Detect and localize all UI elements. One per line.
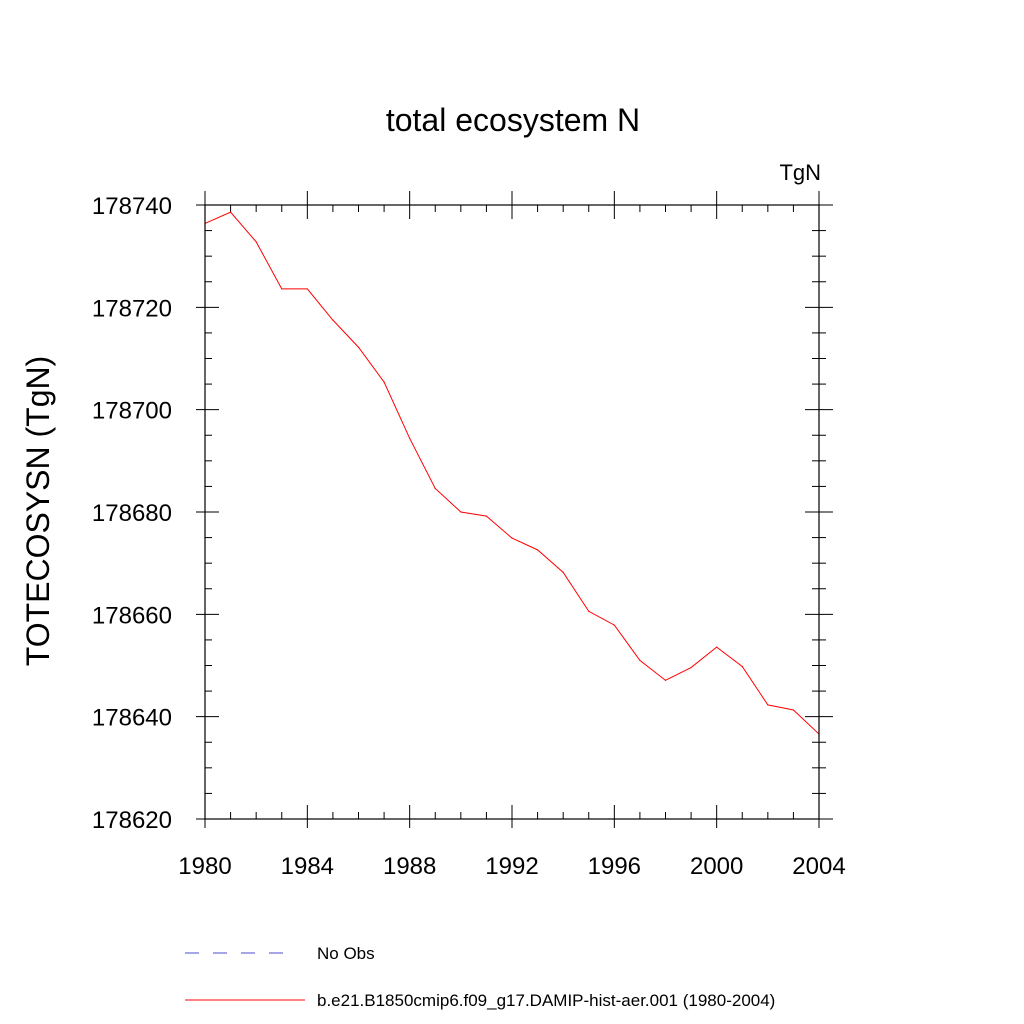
data-point [255, 241, 257, 243]
data-point [409, 437, 411, 439]
legend-label-series: b.e21.B1850cmip6.f09_g17.DAMIP-hist-aer.… [317, 991, 775, 1010]
data-point [664, 679, 667, 681]
legend-label-no-obs: No Obs [317, 944, 375, 963]
data-point [613, 624, 615, 626]
x-tick-label: 2004 [792, 853, 845, 880]
data-point [383, 381, 385, 383]
legend: No Obs b.e21.B1850cmip6.f09_g17.DAMIP-hi… [185, 944, 775, 1010]
data-point [639, 659, 641, 661]
x-tick-label: 1996 [588, 853, 641, 880]
axis-ticks: 1980 1984 1988 1992 1996 2000 2004 178620 178640… [92, 191, 846, 880]
y-axis-title: TOTECOSYSN (TgN) [20, 356, 56, 667]
data-point [332, 319, 334, 321]
x-tick-label: 1992 [485, 853, 538, 880]
y-tick-label: 178740 [92, 193, 172, 220]
data-point [281, 288, 283, 290]
x-tick-label: 1984 [281, 853, 334, 880]
data-point [792, 709, 795, 711]
data-point [690, 666, 692, 669]
x-tick-label: 2000 [690, 853, 743, 880]
data-point [741, 665, 743, 668]
data-point [229, 211, 232, 213]
data-point [767, 704, 769, 706]
y-tick-label: 178660 [92, 602, 172, 629]
data-point [562, 571, 564, 573]
data-point [460, 511, 462, 513]
data-point [588, 610, 590, 612]
y-tick-label: 178640 [92, 705, 172, 732]
y-tick-label: 178720 [92, 295, 172, 322]
data-point [434, 487, 436, 490]
data-point [485, 515, 488, 517]
series-layer [204, 211, 820, 735]
y-tick-label: 178700 [92, 398, 172, 425]
data-point [306, 288, 308, 290]
y-tick-label: 178620 [92, 807, 172, 834]
x-tick-label: 1988 [383, 853, 436, 880]
data-point [536, 549, 539, 551]
data-point [716, 646, 718, 648]
series-line [204, 211, 820, 735]
chart-title: total ecosystem N [386, 102, 640, 138]
y-tick-label: 178680 [92, 500, 172, 527]
data-point [357, 346, 360, 348]
data-point [511, 537, 513, 539]
plot-frame [204, 204, 820, 820]
x-tick-label: 1980 [178, 853, 231, 880]
units-label: TgN [779, 160, 821, 185]
